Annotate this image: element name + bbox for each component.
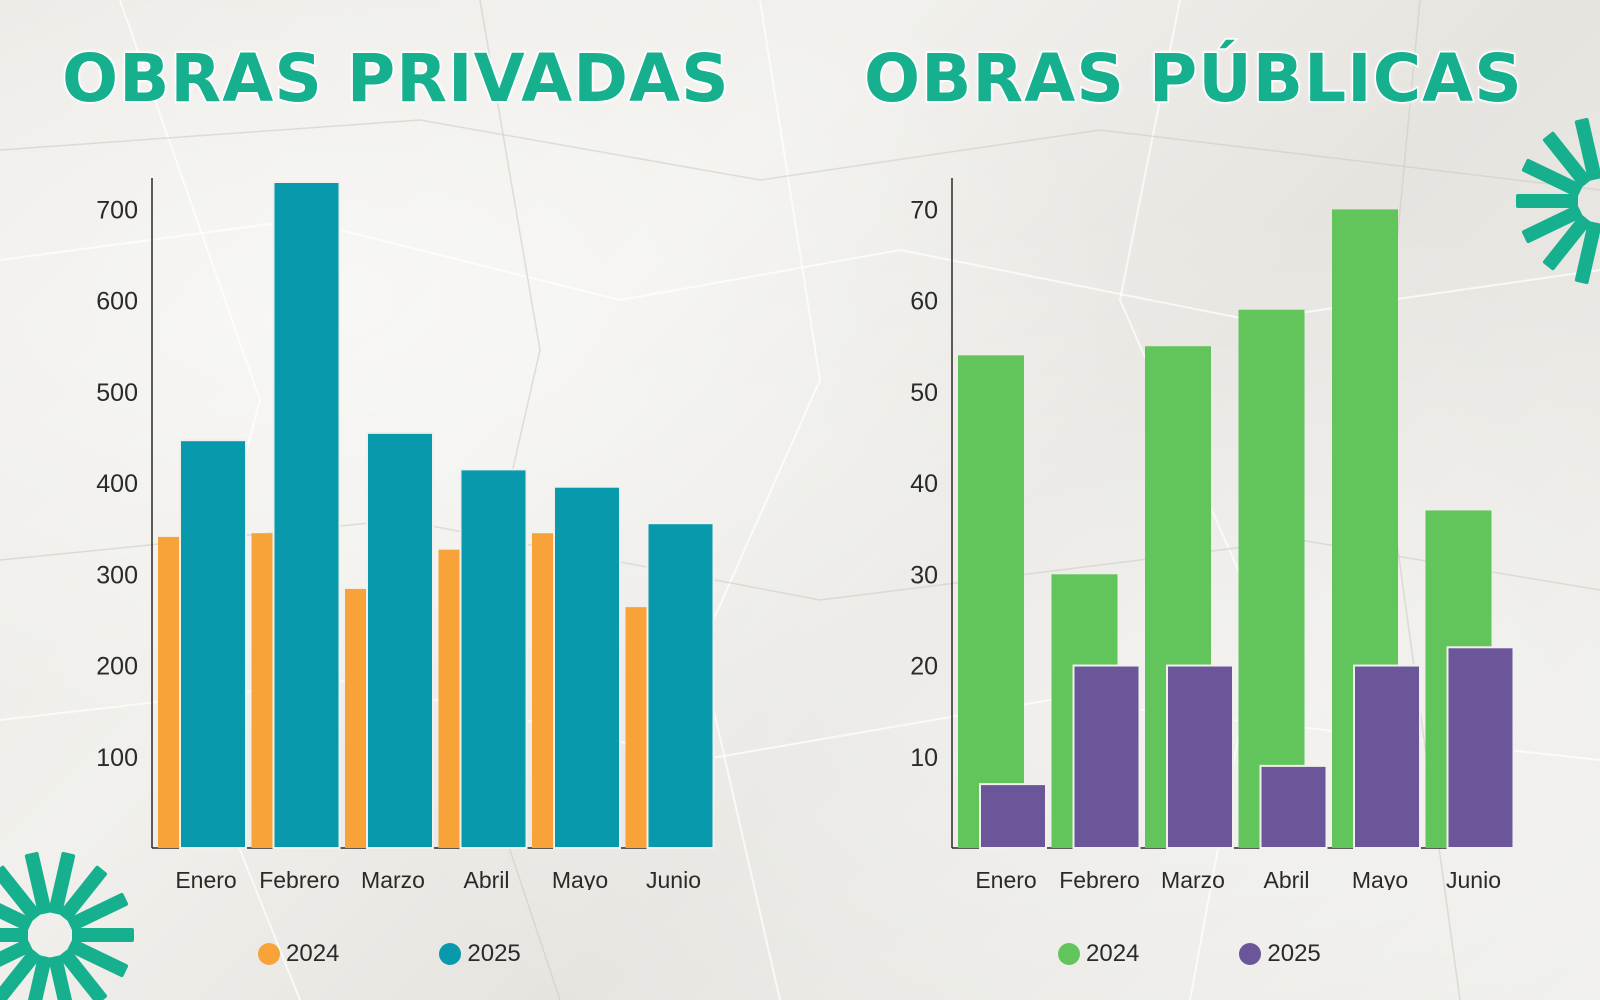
bar-2025-mayo bbox=[553, 485, 621, 849]
starburst-icon bbox=[0, 851, 134, 1000]
legend-swatch-2024 bbox=[258, 943, 280, 965]
y-tick-label: 100 bbox=[96, 744, 138, 772]
y-tick-label: 200 bbox=[96, 653, 138, 681]
y-tick-label: 10 bbox=[910, 744, 938, 772]
legend-swatch-2024 bbox=[1058, 943, 1080, 965]
starburst-ray bbox=[67, 938, 129, 978]
y-tick-label: 300 bbox=[96, 561, 138, 589]
y-tick-label: 70 bbox=[910, 196, 938, 224]
x-tick-label: Junio bbox=[1446, 867, 1501, 890]
y-tick-label: 30 bbox=[910, 561, 938, 589]
bar-2025-marzo bbox=[366, 431, 434, 849]
legend-swatch-2025 bbox=[1239, 943, 1262, 965]
legend-item-2025: 2025 bbox=[439, 940, 521, 968]
starburst-ray bbox=[24, 955, 52, 1000]
bar-2025-abril bbox=[459, 468, 528, 849]
x-tick-label: Enero bbox=[175, 867, 236, 890]
y-tick-label: 700 bbox=[96, 196, 138, 224]
y-tick-label: 40 bbox=[910, 470, 938, 498]
legend-item-2025: 2025 bbox=[1239, 940, 1321, 968]
bar-2025-mayo bbox=[1353, 664, 1421, 849]
bar-2025-enero bbox=[979, 783, 1047, 849]
legend-item-2024: 2024 bbox=[1058, 940, 1139, 968]
legend-item-2024: 2024 bbox=[258, 940, 339, 968]
bar-2025-junio bbox=[646, 522, 715, 849]
x-tick-label: Enero bbox=[975, 867, 1036, 890]
x-tick-label: Junio bbox=[646, 867, 701, 890]
x-tick-label: Marzo bbox=[361, 867, 425, 890]
bar-2024-abril bbox=[1238, 309, 1305, 848]
x-tick-label: Marzo bbox=[1161, 867, 1225, 890]
y-tick-label: 400 bbox=[96, 470, 138, 498]
chart-title-obras-privadas: OBRAS PRIVADAS bbox=[61, 39, 731, 119]
bar-2024-enero bbox=[958, 355, 1024, 848]
starburst-ray bbox=[48, 851, 76, 915]
starburst-ray bbox=[0, 938, 33, 978]
bar-2025-febrero bbox=[272, 181, 341, 849]
x-tick-label: Abril bbox=[1263, 867, 1309, 890]
bar-2025-enero bbox=[179, 439, 247, 849]
legend-label-2024: 2024 bbox=[286, 940, 340, 967]
y-tick-label: 500 bbox=[96, 379, 138, 407]
legend-swatch-2025 bbox=[439, 943, 462, 965]
starburst-icon bbox=[1516, 117, 1600, 285]
x-tick-label: Abril bbox=[463, 867, 509, 890]
y-tick-label: 50 bbox=[910, 379, 938, 407]
starburst-ray bbox=[1542, 214, 1591, 271]
legend-label-2025: 2025 bbox=[1267, 940, 1321, 967]
y-tick-label: 60 bbox=[910, 288, 938, 316]
x-tick-label: Mayo bbox=[1352, 867, 1408, 890]
obras-publicas-chart: 10 20 30 40 50 60 70 Enero Febrero Marzo Abril Mayo… bbox=[910, 178, 1515, 890]
starburst-ray bbox=[1574, 117, 1600, 181]
starburst-ray bbox=[1542, 131, 1591, 188]
starburst-ray bbox=[72, 928, 134, 942]
starburst-ray bbox=[48, 955, 76, 1000]
bar-2025-junio bbox=[1446, 646, 1515, 849]
y-tick-label: 20 bbox=[910, 653, 938, 681]
starburst-ray bbox=[1574, 221, 1600, 285]
starburst-ray bbox=[59, 865, 108, 922]
starburst-ray bbox=[24, 851, 52, 915]
x-tick-label: Febrero bbox=[1059, 867, 1140, 890]
chart-title-obras-publicas: OBRAS PÚBLICAS bbox=[863, 39, 1524, 119]
starburst-ray bbox=[67, 892, 129, 932]
legend-label-2024: 2024 bbox=[1086, 940, 1140, 967]
y-tick-label: 600 bbox=[96, 288, 138, 316]
starburst-ray bbox=[0, 948, 41, 1000]
starburst-ray bbox=[1521, 158, 1583, 198]
bar-2025-febrero bbox=[1072, 664, 1141, 849]
starburst-ray bbox=[0, 928, 28, 942]
bar-2025-abril bbox=[1259, 764, 1328, 849]
starburst-ray bbox=[1516, 194, 1578, 208]
starburst-ray bbox=[1521, 204, 1583, 244]
starburst-ray bbox=[0, 865, 41, 922]
obras-privadas-chart: 100 200 300 400 500 600 700 Enero Febrero Marzo Ab… bbox=[96, 178, 715, 890]
bar-2025-marzo bbox=[1166, 664, 1234, 849]
legend-obras-publicas: 2024 2025 bbox=[1058, 940, 1421, 968]
starburst-ray bbox=[0, 892, 33, 932]
legend-label-2025: 2025 bbox=[467, 940, 521, 967]
x-tick-label: Febrero bbox=[259, 867, 340, 890]
starburst-ray bbox=[59, 948, 108, 1000]
legend-obras-privadas: 2024 2025 bbox=[258, 940, 621, 968]
x-tick-label: Mayo bbox=[552, 867, 608, 890]
